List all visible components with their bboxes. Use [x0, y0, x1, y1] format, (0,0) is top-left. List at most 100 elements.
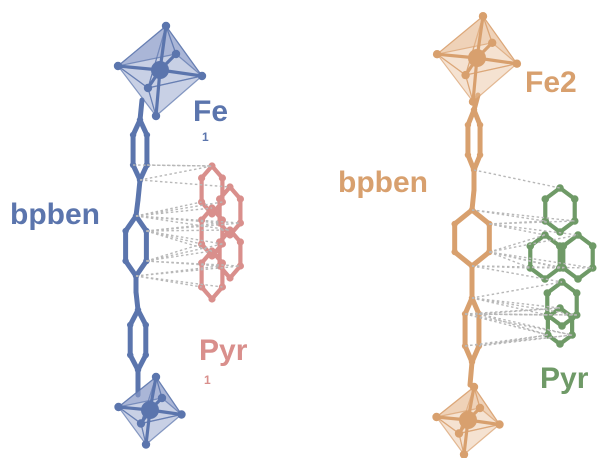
left-structure: [113, 21, 244, 449]
linker-atom: [464, 121, 472, 129]
linker-atom: [127, 351, 134, 359]
pyrene-atom: [236, 262, 244, 270]
contact-line: [135, 275, 202, 288]
ligand-atom: [161, 21, 171, 31]
contact-line: [146, 230, 202, 245]
bond: [137, 97, 145, 123]
contact-line: [139, 165, 213, 181]
right-linker-label: bpben: [338, 166, 428, 199]
pyrene-atom: [556, 184, 564, 192]
linker-atom: [142, 351, 149, 359]
contact-line: [489, 223, 546, 236]
ligand-atom: [461, 70, 470, 80]
pyrene-atom: [570, 195, 579, 203]
contact-line: [465, 307, 561, 315]
pyrene-atom: [588, 242, 597, 250]
ring-bond: [452, 207, 475, 227]
octahedron-face: [147, 75, 203, 118]
linker-atom: [476, 121, 484, 129]
linker-atom: [134, 306, 142, 314]
linker-atom: [134, 366, 142, 374]
linker-atom: [461, 342, 469, 350]
contact-line: [471, 265, 563, 283]
contact-line: [478, 313, 577, 316]
contact-line: [471, 265, 531, 269]
ligand-atom: [468, 97, 478, 106]
contact-line: [146, 222, 241, 232]
left-guest-label: Pyr: [199, 334, 248, 367]
pyrene-atom: [572, 289, 581, 297]
bond: [467, 359, 475, 388]
contact-line: [478, 313, 573, 336]
pyrene-atom: [526, 264, 535, 272]
contact-line: [478, 313, 549, 336]
ligand-atom: [114, 402, 123, 412]
right-metal-label: Fe2: [525, 66, 577, 99]
contact-line: [146, 250, 213, 262]
right-structure: [432, 12, 597, 458]
pyrene-atom: [236, 219, 244, 227]
ligand-atom: [177, 410, 186, 419]
ligand-atom: [454, 429, 464, 438]
contact-line: [478, 307, 561, 315]
linker-atom: [142, 321, 149, 329]
contact-line: [489, 251, 593, 269]
ligand-atom: [432, 412, 441, 422]
ligand-atom: [141, 440, 151, 449]
contact-line: [146, 260, 241, 267]
contact-line: [471, 297, 548, 316]
pyrene-atom: [236, 195, 244, 203]
linker-atom: [470, 106, 478, 114]
linker-atom: [476, 151, 484, 159]
pyrene-atom: [526, 242, 535, 250]
pyrene-atom: [226, 274, 234, 282]
contact-line: [464, 334, 548, 347]
contact-line: [489, 234, 579, 253]
pyrene-atom: [559, 242, 568, 250]
bond: [469, 187, 477, 213]
ligand-atom: [136, 419, 146, 428]
ligand-atom: [197, 71, 207, 81]
pyrene-atom: [543, 289, 552, 297]
pyrene-atom: [208, 210, 216, 218]
contact-line: [135, 265, 220, 277]
linker-atom: [143, 131, 151, 139]
metal-atom: [141, 401, 159, 419]
pyrene-atom: [208, 295, 216, 303]
ligand-atom: [512, 59, 522, 68]
pyrene-atom: [198, 259, 206, 267]
metal-atom: [459, 411, 477, 429]
contact-line: [464, 313, 549, 336]
ligand-atom: [475, 403, 485, 413]
pyrene-atom: [208, 252, 216, 260]
pyrene-atom: [541, 275, 549, 283]
contact-line: [135, 215, 241, 224]
bond: [135, 177, 143, 203]
contact-line: [139, 179, 231, 188]
contact-line: [146, 243, 202, 262]
ligand-atom: [459, 450, 469, 458]
left-metal-subscript: 1: [202, 130, 209, 144]
linker-atom: [122, 257, 129, 265]
octahedron-face: [458, 423, 500, 456]
ligand-atom: [478, 12, 488, 21]
ligand-atom: [151, 372, 161, 382]
linker-atom: [129, 131, 137, 139]
ring-bond: [469, 249, 492, 269]
left-linker-label: bpben: [10, 198, 100, 231]
contact-line: [471, 281, 563, 299]
linker-atom: [468, 358, 476, 366]
contact-line: [146, 230, 213, 252]
linker-atom: [122, 227, 129, 235]
contact-line: [473, 169, 561, 189]
pyrene-atom: [558, 322, 566, 330]
ligand-atom: [157, 393, 167, 403]
contact-line: [478, 334, 573, 347]
contact-line: [489, 251, 531, 269]
contact-line: [135, 215, 231, 231]
left-metal-label: Fe: [193, 95, 229, 128]
octahedron-face: [140, 413, 182, 446]
pyrene-atom: [236, 238, 244, 246]
ligand-atom: [432, 50, 442, 59]
